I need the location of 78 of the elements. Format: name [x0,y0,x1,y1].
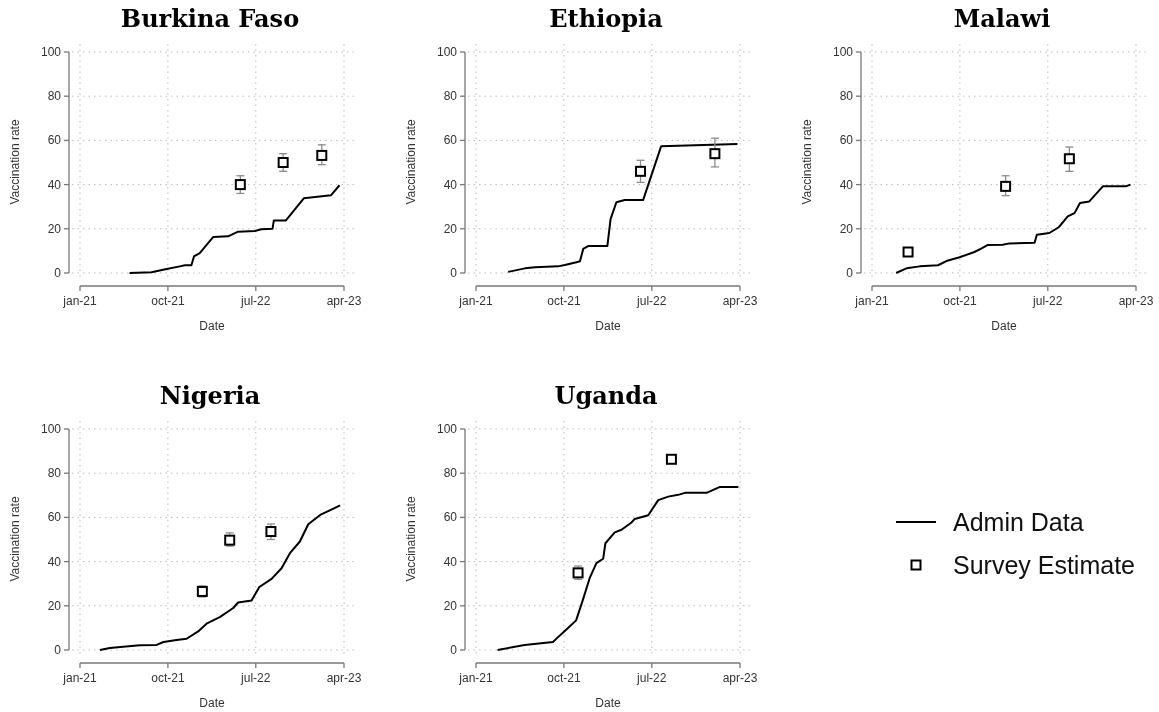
x-tick-label: jul-22 [1032,294,1063,308]
x-tick-label: jul-22 [636,294,667,308]
y-axis-title: Vaccination rate [404,496,418,582]
x-tick-label: jul-22 [636,671,667,685]
y-tick-label: 100 [832,45,854,59]
line-series [507,142,739,273]
point [316,149,328,161]
y-tick-label: 80 [839,89,854,104]
y-tick-label: 100 [40,45,62,59]
y-tick-label: 100 [436,422,458,436]
line-series [128,184,341,274]
legend-label: Survey Estimate [953,551,1136,579]
x-tick-label: oct-21 [151,294,185,308]
y-tick-label: 20 [443,598,458,613]
legend-label: Admin Data [953,508,1084,536]
x-tick-label: jan-21 [458,671,493,685]
line-series [895,183,1132,274]
x-tick-label: oct-21 [547,294,581,308]
x-tick-label: oct-21 [943,294,977,308]
y-tick-label: 80 [443,89,458,104]
chart-title: Nigeria [159,381,261,410]
y-tick-label: 60 [47,133,62,148]
y-tick-label: 20 [47,598,62,613]
y-tick-label: 0 [450,266,458,280]
x-tick-label: apr-23 [1118,294,1154,308]
x-tick-label: apr-23 [326,671,362,685]
x-axis-title: Date [595,696,621,710]
x-tick-label: oct-21 [547,671,581,685]
y-tick-label: 0 [450,643,458,657]
chart-title: Burkina Faso [120,4,300,33]
x-axis-title: Date [595,319,621,333]
x-tick-label: jan-21 [62,294,97,308]
y-tick-label: 20 [443,221,458,236]
y-tick-label: 40 [47,554,62,569]
y-axis-title: Vaccination rate [404,119,418,205]
y-tick-label: 60 [47,510,62,525]
point [277,157,289,168]
x-tick-label: apr-23 [722,671,758,685]
y-tick-label: 60 [443,510,458,525]
y-axis-title: Vaccination rate [8,496,22,582]
point [234,179,246,191]
y-axis-title: Vaccination rate [800,119,814,205]
y-tick-label: 100 [40,422,62,436]
y-tick-label: 40 [443,177,458,192]
x-tick-label: oct-21 [151,671,185,685]
x-axis-title: Date [199,319,225,333]
line-series [496,485,740,651]
y-tick-label: 100 [436,45,458,59]
y-tick-label: 0 [54,266,62,280]
x-tick-label: jan-21 [458,294,493,308]
y-tick-label: 60 [443,133,458,148]
point [1000,180,1012,192]
x-tick-label: jan-21 [62,671,97,685]
line-series [98,504,342,651]
y-tick-label: 40 [839,177,854,192]
y-tick-label: 60 [839,133,854,148]
x-axis-title: Date [991,319,1017,333]
y-tick-label: 40 [47,177,62,192]
point [1063,153,1075,165]
y-tick-label: 80 [443,466,458,481]
y-tick-label: 80 [47,89,62,104]
x-tick-label: apr-23 [326,294,362,308]
chart-title: Ethiopia [549,4,663,33]
y-tick-label: 0 [54,643,62,657]
y-tick-label: 80 [47,466,62,481]
x-tick-label: jan-21 [854,294,889,308]
point [902,246,914,258]
x-tick-label: jul-22 [240,294,271,308]
y-tick-label: 40 [443,554,458,569]
y-tick-label: 0 [846,266,854,280]
chart-title: Uganda [554,381,658,410]
x-axis-title: Date [199,696,225,710]
y-tick-label: 20 [839,221,854,236]
y-tick-label: 20 [47,221,62,236]
chart-title: Malawi [953,4,1051,33]
y-axis-title: Vaccination rate [8,119,22,205]
x-tick-label: apr-23 [722,294,758,308]
x-tick-label: jul-22 [240,671,271,685]
